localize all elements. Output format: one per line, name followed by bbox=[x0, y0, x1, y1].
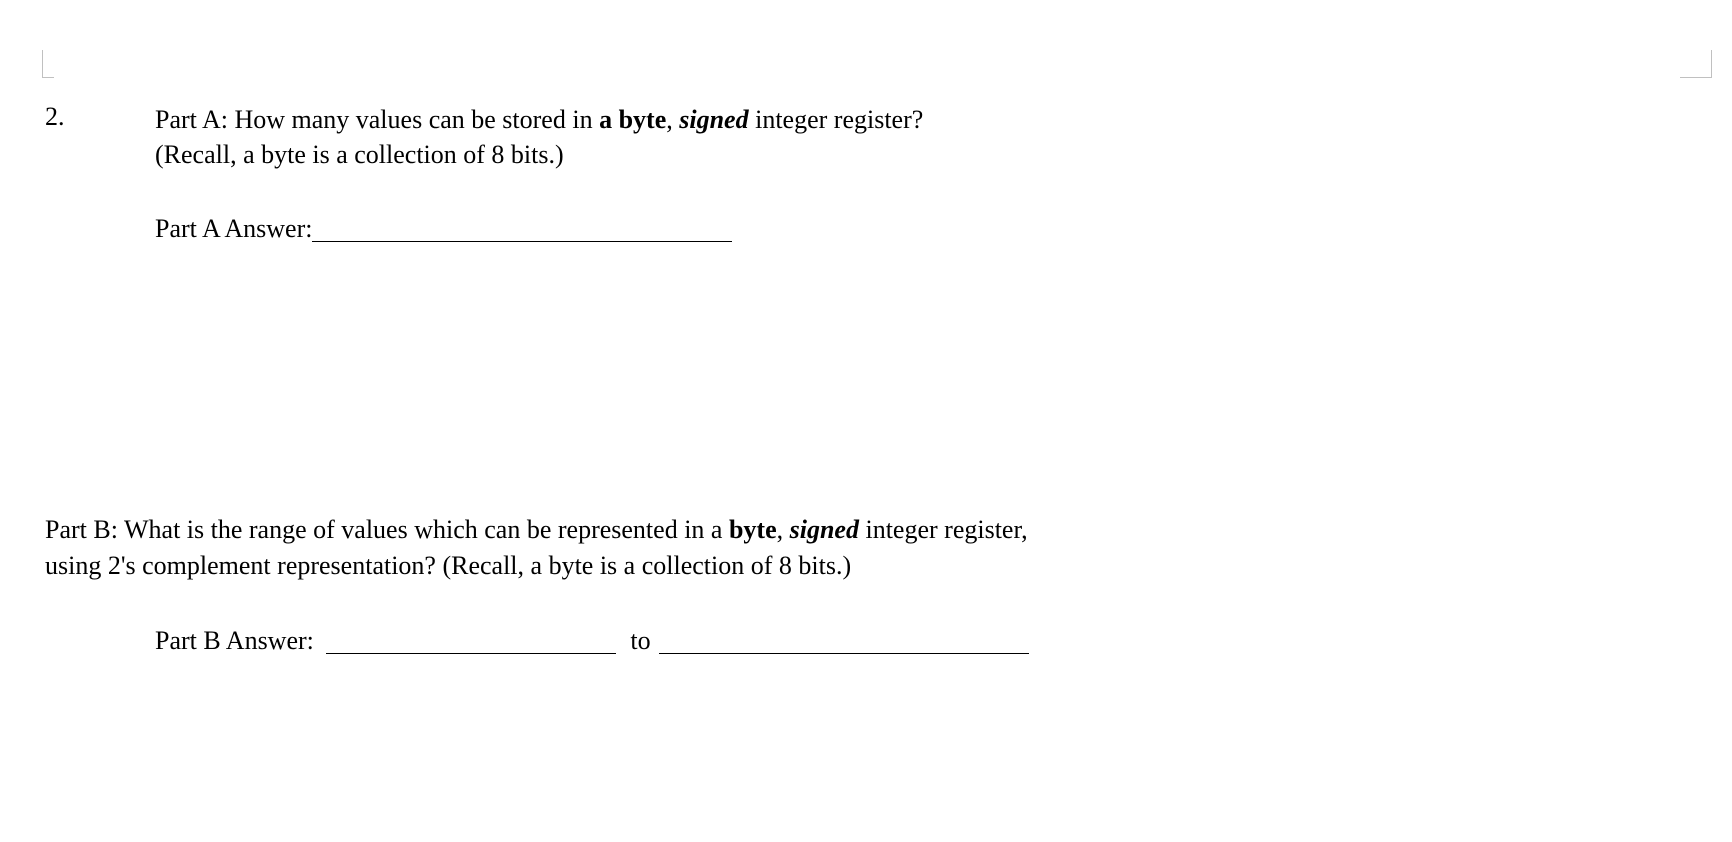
part-b-range-separator: to bbox=[630, 626, 650, 655]
part-a-answer-blank[interactable] bbox=[312, 241, 732, 242]
page-corner-mark-left bbox=[42, 50, 54, 78]
part-b-line1: Part B: What is the range of values whic… bbox=[45, 512, 1672, 548]
part-b-label: Part B: bbox=[45, 515, 118, 544]
part-a-text1: How many values can be stored in bbox=[228, 105, 599, 134]
part-a-signed: signed bbox=[679, 105, 748, 134]
part-b-bold-byte: byte bbox=[729, 515, 777, 544]
part-a-label: Part A: bbox=[155, 105, 228, 134]
question-row: 2. Part A: How many values can be stored… bbox=[45, 102, 1672, 244]
part-b-answer-blank-to[interactable] bbox=[659, 653, 1029, 654]
part-a-text-after: integer register? bbox=[749, 105, 924, 134]
part-a-answer-row: Part A Answer: bbox=[155, 214, 1672, 244]
part-b-block: Part B: What is the range of values whic… bbox=[45, 512, 1672, 656]
part-b-answer-label: Part B Answer: bbox=[155, 626, 314, 655]
part-b-answer-blank-from[interactable] bbox=[326, 653, 616, 654]
part-b-line2: using 2's complement representation? (Re… bbox=[45, 548, 1672, 584]
question-number: 2. bbox=[45, 102, 155, 132]
page-corner-mark-right bbox=[1680, 50, 1712, 78]
part-a-answer-label: Part A Answer: bbox=[155, 214, 312, 243]
part-b-text1: What is the range of values which can be… bbox=[118, 515, 729, 544]
part-b-text-after: integer register, bbox=[859, 515, 1028, 544]
part-b-answer-row: Part B Answer: to bbox=[45, 626, 1672, 656]
part-a-bold-byte: a byte bbox=[599, 105, 666, 134]
part-a-comma: , bbox=[666, 105, 679, 134]
part-b-signed: signed bbox=[790, 515, 859, 544]
part-b-comma: , bbox=[777, 515, 790, 544]
question-content: 2. Part A: How many values can be stored… bbox=[45, 102, 1672, 656]
part-a-line1: Part A: How many values can be stored in… bbox=[155, 102, 1672, 137]
part-a-recall: (Recall, a byte is a collection of 8 bit… bbox=[155, 137, 1672, 172]
question-body: Part A: How many values can be stored in… bbox=[155, 102, 1672, 244]
